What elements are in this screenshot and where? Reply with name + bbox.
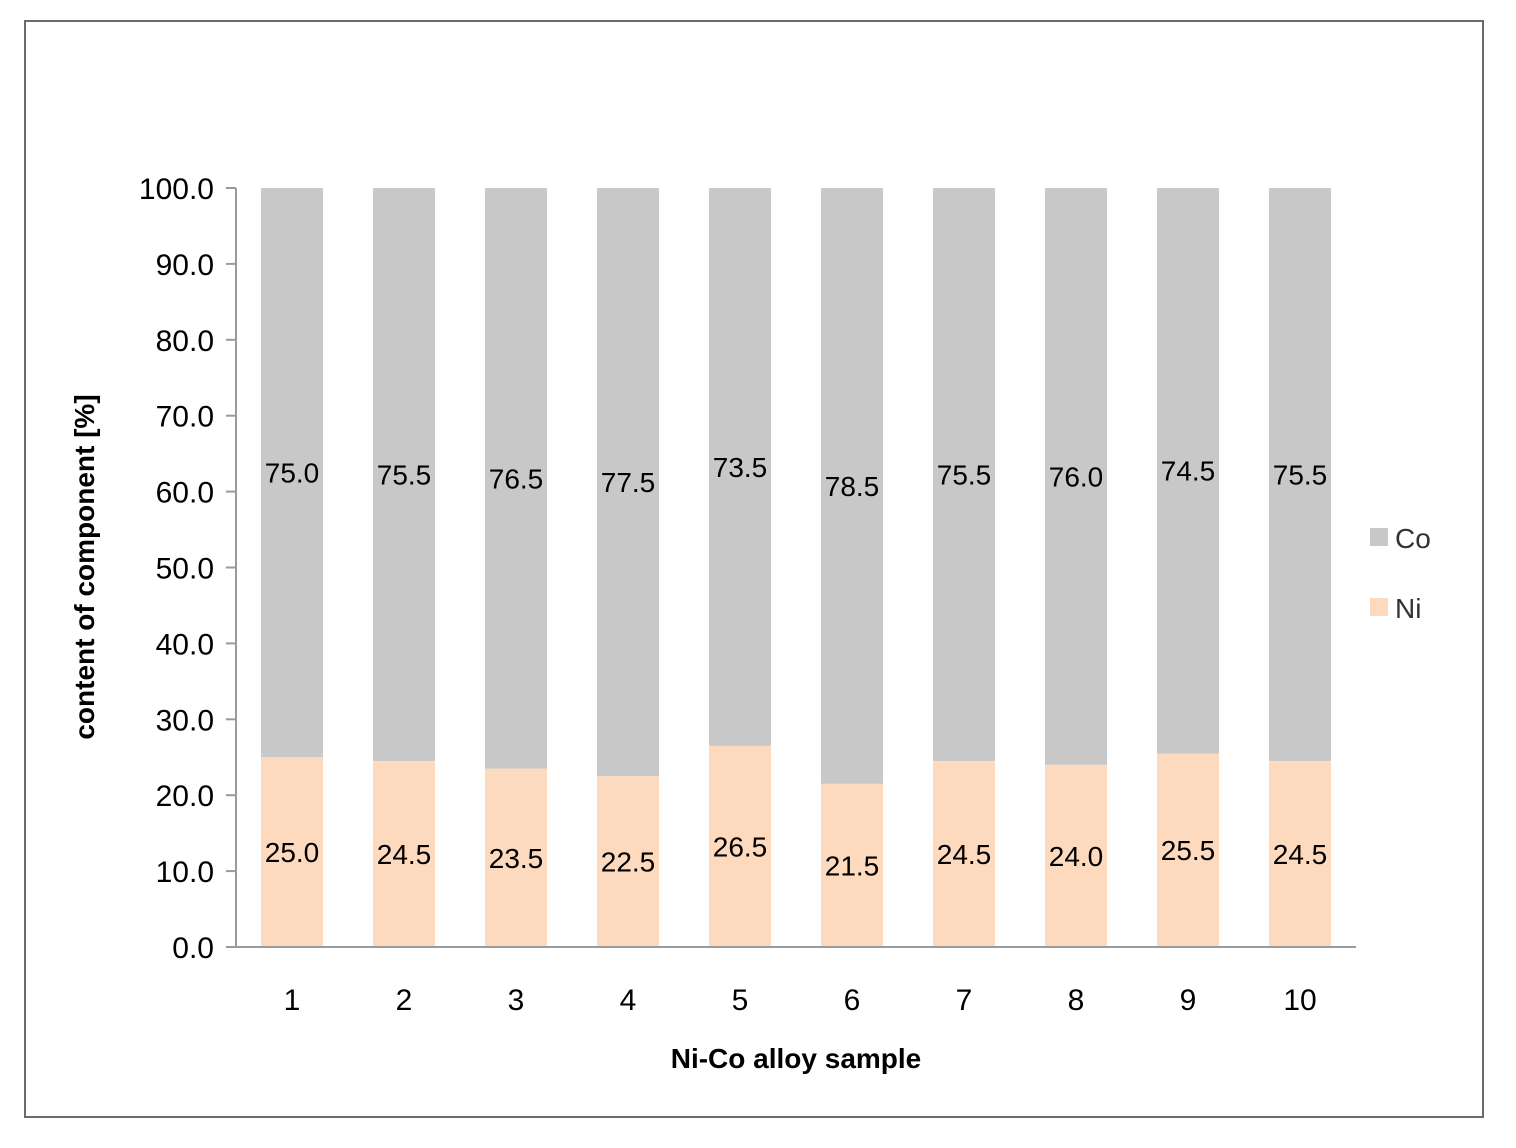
y-tick-label: 20.0 bbox=[156, 780, 214, 813]
axes-layer: 1 2 3 4 5 6 7 8 9 100.010.020.030.040.050.060.070… bbox=[139, 173, 1356, 1017]
bar-ni-3 bbox=[485, 768, 547, 947]
data-label-co-3: 76.5 bbox=[489, 463, 544, 494]
bar-ni-10 bbox=[1269, 761, 1331, 947]
bar-ni-8 bbox=[1045, 764, 1107, 947]
bar-co-2 bbox=[373, 188, 435, 762]
bar-ni-5 bbox=[709, 745, 771, 947]
bars-layer bbox=[261, 188, 1331, 947]
legend-swatch-ni bbox=[1370, 598, 1388, 616]
data-labels-layer: 25.0 75.0 24.5 75.5 23.5 76.5 22.5 77.5 26.5 73.5… bbox=[265, 452, 1328, 881]
y-tick-label: 70.0 bbox=[156, 401, 214, 434]
y-tick-label: 100.0 bbox=[139, 173, 214, 206]
bar-ni-7 bbox=[933, 761, 995, 947]
data-label-co-5: 73.5 bbox=[713, 452, 768, 483]
data-label-co-8: 76.0 bbox=[1049, 461, 1104, 492]
bar-ni-6 bbox=[821, 783, 883, 947]
x-tick-label-8: 8 bbox=[1068, 984, 1085, 1017]
x-tick-label-2: 2 bbox=[396, 984, 413, 1017]
y-tick-label: 40.0 bbox=[156, 628, 214, 661]
bar-ni-4 bbox=[597, 776, 659, 947]
data-label-ni-8: 24.0 bbox=[1049, 841, 1104, 872]
bar-co-10 bbox=[1269, 188, 1331, 762]
data-label-ni-1: 25.0 bbox=[265, 837, 320, 868]
data-label-co-9: 74.5 bbox=[1161, 456, 1216, 487]
x-tick-label-4: 4 bbox=[620, 984, 637, 1017]
data-label-ni-2: 24.5 bbox=[377, 839, 432, 870]
data-label-ni-6: 21.5 bbox=[825, 850, 880, 881]
data-label-ni-5: 26.5 bbox=[713, 831, 768, 862]
y-tick-label: 80.0 bbox=[156, 325, 214, 358]
data-label-co-7: 75.5 bbox=[937, 460, 992, 491]
y-tick-label: 90.0 bbox=[156, 249, 214, 282]
data-label-co-1: 75.0 bbox=[265, 458, 320, 489]
y-tick-label: 60.0 bbox=[156, 477, 214, 510]
bar-co-1 bbox=[261, 188, 323, 758]
y-tick-label: 50.0 bbox=[156, 553, 214, 586]
data-label-co-4: 77.5 bbox=[601, 467, 656, 498]
bar-ni-2 bbox=[373, 761, 435, 947]
bar-ni-9 bbox=[1157, 753, 1219, 947]
y-axis-title: content of component [%] bbox=[69, 394, 100, 739]
x-tick-label-7: 7 bbox=[956, 984, 973, 1017]
bar-co-3 bbox=[485, 188, 547, 769]
data-label-co-6: 78.5 bbox=[825, 471, 880, 502]
bar-co-8 bbox=[1045, 188, 1107, 765]
bar-co-7 bbox=[933, 188, 995, 762]
y-tick-label: 0.0 bbox=[172, 932, 214, 965]
bar-co-9 bbox=[1157, 188, 1219, 754]
data-label-ni-9: 25.5 bbox=[1161, 835, 1216, 866]
bar-co-5 bbox=[709, 188, 771, 746]
data-label-ni-10: 24.5 bbox=[1273, 839, 1328, 870]
y-tick-label: 30.0 bbox=[156, 704, 214, 737]
legend-label-co: Co bbox=[1395, 523, 1431, 554]
data-label-ni-3: 23.5 bbox=[489, 843, 544, 874]
x-tick-label-6: 6 bbox=[844, 984, 861, 1017]
legend: Co Ni bbox=[1370, 523, 1431, 624]
x-axis-title: Ni-Co alloy sample bbox=[671, 1043, 922, 1074]
y-tick-label: 10.0 bbox=[156, 856, 214, 889]
x-tick-label-3: 3 bbox=[508, 984, 525, 1017]
data-label-co-10: 75.5 bbox=[1273, 460, 1328, 491]
x-tick-label-9: 9 bbox=[1180, 984, 1197, 1017]
bar-co-4 bbox=[597, 188, 659, 777]
bar-co-6 bbox=[821, 188, 883, 784]
x-tick-label-10: 10 bbox=[1283, 984, 1316, 1017]
x-tick-label-1: 1 bbox=[284, 984, 301, 1017]
x-tick-label-5: 5 bbox=[732, 984, 749, 1017]
data-label-ni-7: 24.5 bbox=[937, 839, 992, 870]
legend-label-ni: Ni bbox=[1395, 593, 1421, 624]
legend-swatch-co bbox=[1370, 528, 1388, 546]
data-label-co-2: 75.5 bbox=[377, 460, 432, 491]
bar-ni-1 bbox=[261, 757, 323, 947]
data-label-ni-4: 22.5 bbox=[601, 847, 656, 878]
